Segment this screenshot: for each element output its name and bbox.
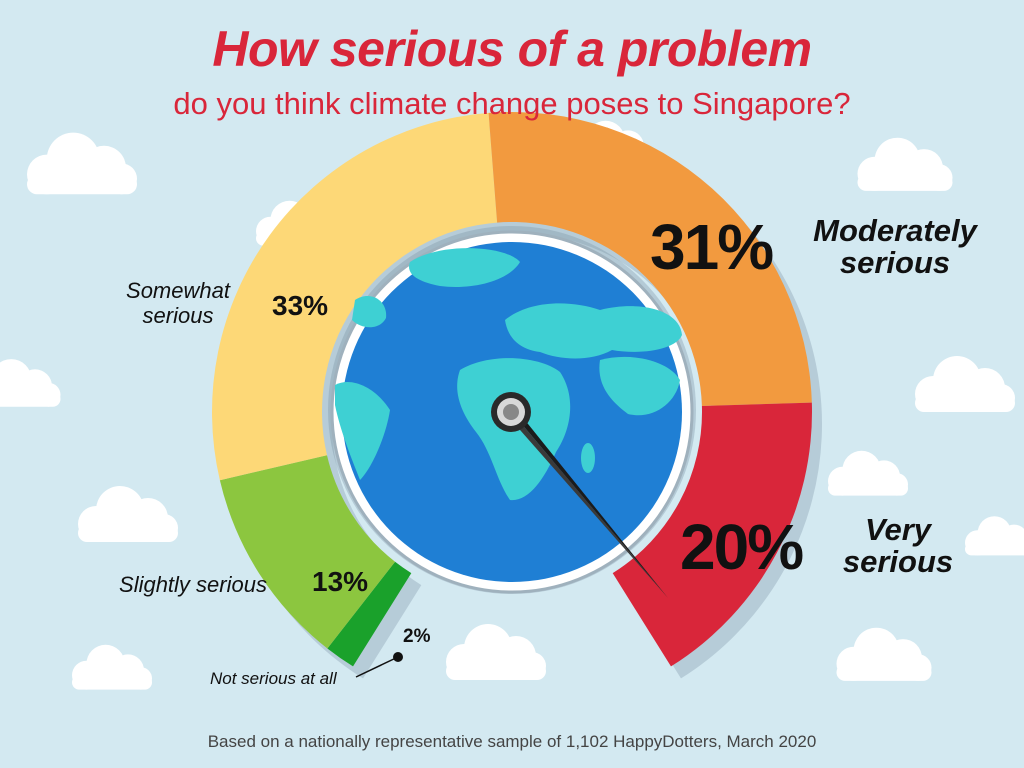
value-moderately-serious: 31%	[650, 211, 774, 283]
label-somewhat-serious-line1: Somewhat	[126, 278, 230, 303]
globe-land-south-america	[335, 381, 390, 480]
gauge-segment-very-serious	[612, 402, 812, 667]
cloud-icon	[836, 627, 932, 681]
label-somewhat-serious-line2: serious	[142, 303, 214, 328]
cloud-icon	[828, 450, 908, 496]
gauge-segment-not-serious-at-all	[327, 561, 412, 667]
label-very-serious-line1: Very	[864, 512, 932, 547]
label-somewhat-serious: Somewhat serious	[118, 278, 238, 328]
gauge-needle	[491, 392, 668, 598]
value-not-serious-at-all: 2%	[403, 626, 431, 647]
gauge-segments	[212, 112, 812, 667]
cloud-icon	[26, 132, 137, 195]
label-not-serious-at-all: Not serious at all	[210, 669, 337, 688]
value-very-serious: 20%	[680, 511, 804, 583]
label-moderately-serious-line1: Moderately	[813, 213, 977, 248]
globe-icon	[328, 226, 696, 594]
cloud-icon	[78, 486, 178, 542]
chart-title: How serious of a problem	[212, 21, 812, 77]
label-moderately-serious-line2: serious	[839, 245, 951, 280]
value-slightly-serious: 13%	[312, 566, 369, 597]
value-somewhat-serious: 33%	[272, 290, 329, 321]
not-serious-leader-line	[355, 652, 403, 678]
cloud-icon	[965, 516, 1024, 556]
gauge-segment-somewhat-serious	[212, 112, 498, 481]
label-very-serious: Very serious	[838, 514, 958, 578]
gauge-segment-moderately-serious	[488, 112, 812, 407]
label-moderately-serious: Moderately serious	[800, 215, 990, 279]
cloud-icon	[857, 137, 953, 191]
cloud-icon	[915, 356, 1015, 412]
chart-footnote: Based on a nationally representative sam…	[207, 732, 817, 751]
globe-land-north-america	[352, 296, 387, 328]
globe-land-greenland	[409, 248, 520, 287]
cloud-icon	[0, 359, 61, 407]
gauge-segment-slightly-serious	[219, 455, 396, 649]
globe-land-asia	[599, 356, 680, 416]
cloud-icon	[446, 624, 546, 680]
chart-subtitle: do you think climate change poses to Sin…	[173, 86, 851, 121]
globe-land-europe	[505, 303, 682, 359]
cloud-icon	[72, 644, 152, 690]
globe-land-madagascar	[581, 443, 595, 473]
label-very-serious-line2: serious	[842, 544, 954, 579]
label-slightly-serious: Slightly serious	[119, 572, 267, 597]
